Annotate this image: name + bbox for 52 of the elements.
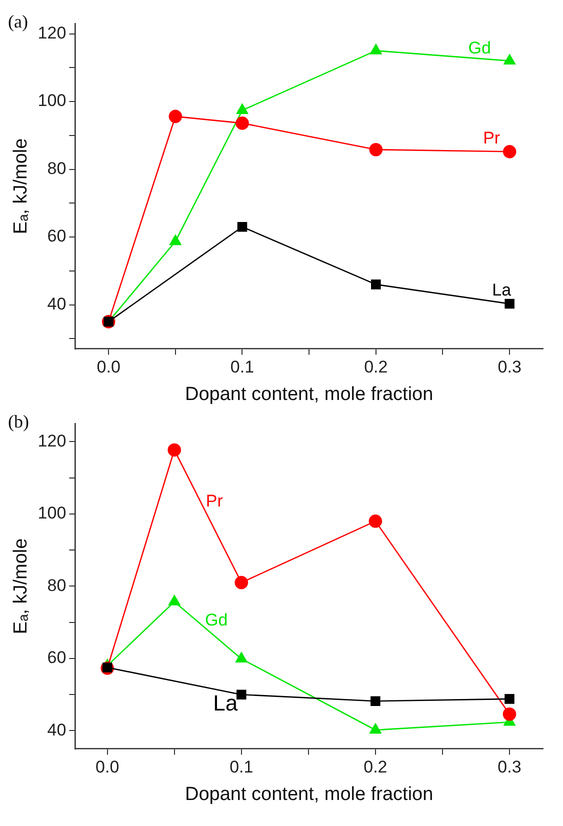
x-tick-label: 0.2 [364,758,388,777]
point [102,662,112,672]
x-tick-label: 0.1 [230,758,254,777]
point [370,723,382,734]
y-tick-label: 120 [38,23,66,42]
point [371,280,381,290]
point [502,707,516,721]
x-tick-label: 0.0 [96,358,120,377]
x-tick-label: 0.1 [230,358,254,377]
point [168,110,182,124]
x-axis-title: Dopant content, mole fraction [184,384,434,405]
series-label: Gd [205,610,228,630]
point [237,222,248,232]
chart-title: (a) [8,12,28,32]
y-tick-label: 60 [47,648,66,668]
series-label: Gd [468,38,491,58]
point [504,54,516,65]
point [236,690,246,700]
y-tick-label: 100 [38,91,66,110]
point [504,298,514,309]
point [369,142,383,156]
y-axis-title: Eₐ, kJ/mole [10,538,32,634]
y-tick-label: 100 [38,504,66,523]
point [170,234,182,246]
x-tick-label: 0.3 [498,358,522,377]
series-label: La [213,690,238,716]
point [168,595,180,606]
x-axis-title: Dopant content, mole fraction [184,784,434,805]
y-axis-title: Eₐ, kJ/mole [10,138,32,234]
series-label: La [492,280,512,300]
point [370,44,382,54]
x-tick-label: 0.2 [364,358,388,377]
point [504,694,514,704]
point [168,443,182,457]
y-tick-label: 120 [38,431,66,450]
y-tick-label: 80 [47,158,66,178]
x-tick-label: 0.0 [96,758,120,777]
y-tick-label: 80 [47,576,66,595]
y-tick-label: 40 [47,294,66,314]
series-label: Pr [483,128,500,148]
chart-title: (b) [8,412,29,432]
point [234,576,248,590]
point [368,514,382,528]
point [236,116,249,130]
point [236,104,248,114]
series-label: Pr [206,492,224,511]
point [502,145,516,158]
y-tick-label: 60 [47,226,66,246]
x-tick-label: 0.3 [498,758,522,777]
y-tick-label: 40 [47,720,66,740]
point [236,652,248,662]
point [370,696,380,706]
